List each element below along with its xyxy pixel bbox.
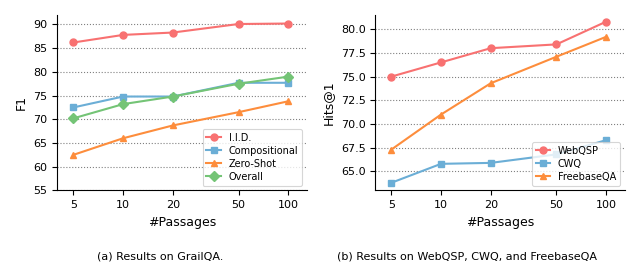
Line: CWQ: CWQ [388, 137, 610, 186]
CWQ [387, 181, 395, 184]
Line: WebQSP: WebQSP [388, 18, 610, 80]
Legend: WebQSP, CWQ, FreebaseQA: WebQSP, CWQ, FreebaseQA [532, 142, 620, 185]
Line: Overall: Overall [70, 73, 292, 122]
Zero-Shot [284, 100, 292, 103]
Compositional [169, 95, 177, 98]
CWQ [602, 139, 610, 142]
Line: Compositional: Compositional [70, 79, 292, 111]
Line: FreebaseQA: FreebaseQA [388, 33, 610, 153]
Overall [70, 117, 77, 120]
I.I.D. [169, 31, 177, 34]
WebQSP [487, 47, 495, 50]
X-axis label: #Passages: #Passages [466, 216, 534, 229]
Zero-Shot [169, 124, 177, 127]
CWQ [437, 162, 445, 165]
FreebaseQA [387, 148, 395, 151]
WebQSP [387, 75, 395, 78]
Compositional [284, 81, 292, 84]
I.I.D. [70, 41, 77, 44]
I.I.D. [235, 23, 243, 26]
I.I.D. [284, 22, 292, 25]
Overall [235, 82, 243, 85]
FreebaseQA [437, 113, 445, 116]
FreebaseQA [552, 55, 560, 58]
Legend: I.I.D., Compositional, Zero-Shot, Overall: I.I.D., Compositional, Zero-Shot, Overal… [202, 129, 302, 185]
Zero-Shot [70, 153, 77, 156]
Compositional [235, 81, 243, 84]
WebQSP [602, 20, 610, 23]
Compositional [119, 95, 127, 98]
Overall [284, 75, 292, 78]
CWQ [487, 161, 495, 165]
WebQSP [552, 43, 560, 46]
WebQSP [437, 61, 445, 64]
Zero-Shot [119, 137, 127, 140]
I.I.D. [119, 33, 127, 36]
Zero-Shot [235, 111, 243, 114]
FreebaseQA [487, 82, 495, 85]
Line: I.I.D.: I.I.D. [70, 20, 292, 46]
Y-axis label: F1: F1 [15, 95, 28, 110]
Y-axis label: Hits@1: Hits@1 [322, 80, 335, 125]
X-axis label: #Passages: #Passages [148, 216, 216, 229]
Overall [169, 95, 177, 98]
Overall [119, 102, 127, 106]
Text: (a) Results on GrailQA.: (a) Results on GrailQA. [97, 251, 223, 261]
CWQ [552, 153, 560, 156]
Line: Zero-Shot: Zero-Shot [70, 98, 292, 158]
Text: (b) Results on WebQSP, CWQ, and FreebaseQA: (b) Results on WebQSP, CWQ, and Freebase… [337, 251, 597, 261]
Compositional [70, 106, 77, 109]
FreebaseQA [602, 35, 610, 38]
